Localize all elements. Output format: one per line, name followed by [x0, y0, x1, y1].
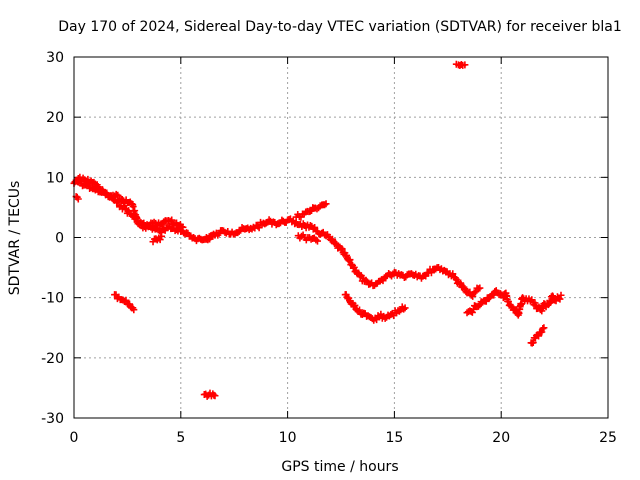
data-point: [179, 223, 187, 231]
data-point: [130, 306, 138, 314]
series-main: [70, 176, 484, 300]
x-tick-label: 10: [279, 430, 297, 446]
data-point: [345, 257, 353, 265]
data-point: [449, 270, 457, 278]
data-point: [265, 216, 273, 224]
data-point: [211, 392, 219, 400]
data-point: [400, 305, 408, 313]
series-lower-branch: [72, 193, 322, 246]
series-cluster-evening: [463, 287, 565, 319]
data-point: [74, 195, 82, 203]
y-tick-label: -30: [41, 411, 64, 427]
y-axis-label: SDTVAR / TECUs: [7, 181, 23, 296]
x-tick-label: 15: [385, 430, 403, 446]
data-point: [168, 216, 176, 224]
series-drop-evening: [527, 324, 548, 347]
data-point: [346, 256, 354, 264]
data-point: [122, 296, 130, 304]
data-point: [311, 223, 319, 231]
data-points: [70, 60, 565, 400]
data-point: [158, 232, 166, 240]
series-upper-branch: [74, 173, 330, 232]
series-spike-high: [452, 60, 469, 69]
x-tick-label: 0: [70, 430, 79, 446]
y-tick-label: 30: [46, 50, 64, 66]
data-point: [114, 191, 122, 199]
data-point: [343, 251, 351, 259]
grid: [74, 57, 608, 418]
y-tick-label: 20: [46, 110, 64, 126]
y-tick-label: -10: [41, 291, 64, 307]
data-point: [469, 292, 477, 300]
y-tick-label: -20: [41, 351, 64, 367]
data-point: [556, 295, 564, 303]
data-point: [235, 227, 243, 235]
data-point: [209, 232, 217, 240]
x-tick-label: 25: [599, 430, 617, 446]
data-point: [332, 239, 340, 247]
data-point: [476, 284, 484, 292]
data-point: [427, 269, 435, 277]
data-point: [321, 201, 329, 209]
data-point: [540, 324, 548, 332]
data-point: [535, 332, 543, 340]
data-point: [457, 279, 465, 287]
data-point: [306, 222, 314, 230]
data-point: [401, 304, 409, 312]
data-point: [529, 339, 537, 347]
series-spike-low: [200, 389, 219, 400]
data-point: [482, 297, 490, 305]
axes: 0 5 10 15 20 25 -30 -20 -10 0 10 20 30: [41, 50, 617, 446]
data-point: [351, 301, 359, 309]
plot-frame: [73, 56, 609, 419]
x-axis-label: GPS time / hours: [281, 459, 398, 475]
data-point: [314, 237, 322, 245]
data-point: [99, 187, 107, 195]
data-point: [474, 302, 482, 310]
x-tick-label: 5: [176, 430, 185, 446]
x-tick-label: 20: [492, 430, 510, 446]
data-point: [338, 245, 346, 253]
chart-title: Day 170 of 2024, Sidereal Day-to-day VTE…: [58, 19, 621, 35]
data-point: [538, 328, 546, 336]
data-point: [507, 302, 515, 310]
data-point: [356, 306, 364, 314]
data-point: [470, 289, 478, 297]
data-point: [144, 223, 152, 231]
y-tick-label: 0: [55, 231, 64, 247]
y-tick-label: 10: [46, 170, 64, 186]
data-point: [461, 61, 469, 69]
data-point: [460, 283, 468, 291]
data-point: [156, 236, 164, 244]
series-arc-noon: [341, 291, 409, 324]
series-arc-morning: [111, 291, 138, 314]
data-point: [557, 291, 565, 299]
data-point: [322, 200, 330, 208]
data-point: [356, 273, 364, 281]
